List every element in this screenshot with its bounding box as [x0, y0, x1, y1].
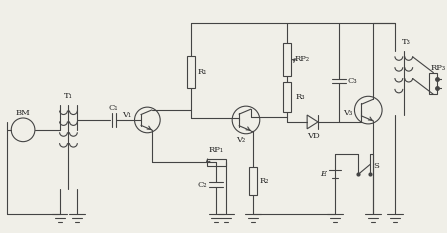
Bar	[207, 159, 226, 166]
Text: R₃: R₃	[295, 93, 305, 101]
Text: RP₂: RP₂	[295, 55, 310, 63]
Text: RP₃: RP₃	[431, 64, 446, 72]
Text: C₃: C₃	[348, 78, 357, 86]
Bar	[187, 56, 195, 88]
Text: V₁: V₁	[122, 111, 131, 119]
Text: T₃: T₃	[402, 38, 411, 46]
Text: RP₁: RP₁	[209, 146, 224, 154]
Text: T₁: T₁	[64, 92, 73, 100]
Text: S: S	[373, 162, 379, 170]
Text: C₂: C₂	[198, 181, 207, 189]
Text: E: E	[320, 170, 326, 178]
Bar	[283, 43, 291, 75]
Text: V₂: V₂	[236, 136, 246, 144]
Bar	[430, 73, 437, 94]
Text: V₃: V₃	[343, 109, 352, 117]
Text: R₂: R₂	[260, 177, 270, 185]
Text: VD: VD	[307, 132, 320, 140]
Bar	[249, 167, 257, 195]
Text: BM: BM	[16, 109, 30, 117]
Text: R₁: R₁	[198, 68, 207, 76]
Bar	[283, 82, 291, 112]
Text: C₁: C₁	[108, 104, 118, 112]
